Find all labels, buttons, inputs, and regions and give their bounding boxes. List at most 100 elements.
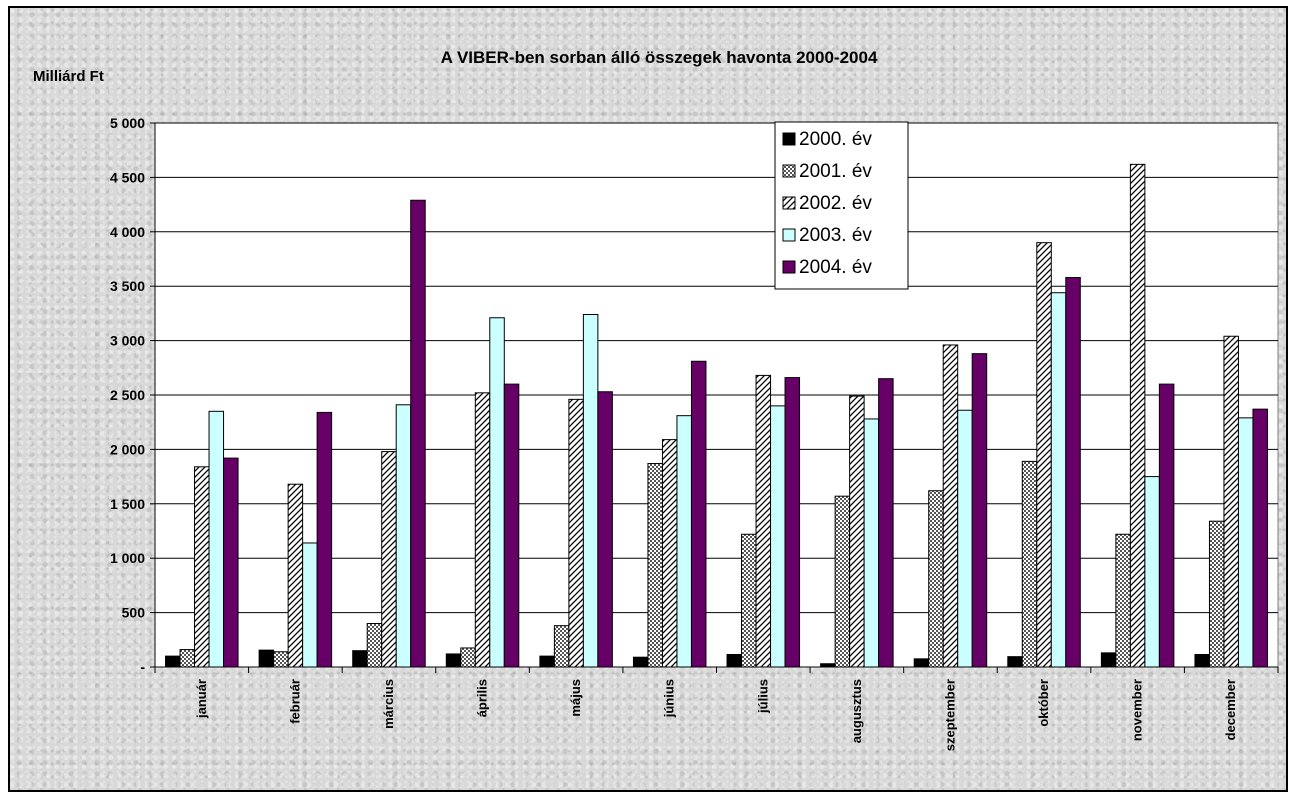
bar — [676, 415, 692, 668]
x-tick-label: május — [568, 679, 583, 717]
bar — [381, 451, 397, 668]
legend-label: 2001. év — [799, 161, 872, 182]
y-tick-label: 2 500 — [110, 387, 145, 403]
legend-swatch — [782, 228, 796, 242]
legend-swatch — [782, 164, 796, 178]
legend-label: 2004. év — [799, 257, 872, 278]
x-axis-labels: január február március április május június jú… — [194, 679, 1238, 751]
y-axis-ticks: - 500 1 000 1 500 2 000 2 500 3 000 3 500 4 000 4… — [110, 115, 155, 675]
bar — [1115, 533, 1131, 668]
x-tick-label: március — [381, 679, 396, 729]
bar — [302, 542, 318, 668]
bar — [316, 411, 333, 668]
bar — [784, 377, 801, 668]
x-tick-label: április — [475, 679, 490, 717]
bar — [474, 392, 491, 668]
legend-label: 2000. év — [799, 129, 872, 150]
bar — [878, 378, 894, 668]
y-tick-label: 5 000 — [110, 115, 145, 131]
bar — [849, 395, 865, 668]
bar — [632, 656, 649, 668]
bar — [863, 418, 880, 668]
y-tick-label: 1 000 — [110, 550, 145, 566]
bar — [690, 360, 707, 668]
y-tick-label: 4 000 — [110, 224, 145, 240]
bar — [1065, 276, 1081, 668]
y-tick-label: 3 500 — [110, 278, 145, 294]
x-axis — [154, 123, 1279, 673]
legend-swatch — [782, 196, 796, 210]
bar — [287, 483, 304, 668]
x-tick-label: július — [755, 679, 770, 714]
grid-lines — [155, 122, 1278, 614]
bar — [1144, 476, 1160, 668]
y-tick-label: 3 000 — [110, 333, 145, 349]
bar — [194, 466, 210, 668]
x-tick-label: január — [194, 679, 209, 719]
bar — [957, 409, 973, 668]
y-tick-label: 500 — [122, 605, 146, 621]
bar — [395, 404, 412, 668]
x-tick-label: október — [1036, 679, 1051, 727]
x-tick-label: augusztus — [849, 679, 864, 743]
bar — [352, 650, 368, 668]
legend-box — [774, 121, 909, 290]
y-tick-label: 4 500 — [110, 169, 145, 185]
bar — [582, 313, 599, 668]
bar — [834, 495, 851, 668]
bar — [208, 410, 225, 668]
bar — [1252, 408, 1268, 668]
bar — [770, 405, 786, 668]
bar — [273, 651, 289, 668]
bar — [1129, 163, 1146, 668]
x-tick-label: december — [1223, 679, 1238, 740]
bar — [258, 649, 275, 668]
y-tick-label: 2 000 — [110, 441, 145, 457]
bar — [1194, 653, 1210, 668]
bar — [928, 490, 944, 668]
bar — [165, 655, 181, 668]
bar — [1223, 335, 1239, 668]
x-tick-label: június — [662, 679, 677, 718]
bar — [971, 353, 988, 668]
bar — [1050, 292, 1067, 668]
chart-title: A VIBER-ben sorban álló összegek havonta… — [441, 48, 878, 67]
bar — [223, 457, 239, 668]
bar — [726, 653, 743, 668]
bar — [460, 647, 476, 668]
bar — [1100, 652, 1117, 668]
y-tick-label: 1 500 — [110, 496, 145, 512]
bar — [179, 649, 196, 668]
bar — [755, 374, 772, 668]
bar — [1237, 417, 1254, 668]
bar — [445, 653, 462, 668]
x-tick-label: szeptember — [942, 679, 957, 751]
bar — [1021, 460, 1038, 668]
bar — [913, 658, 930, 668]
x-tick-label: február — [287, 679, 302, 724]
bars — [165, 163, 1268, 668]
chart-frame: A VIBER-ben sorban álló összegek havonta… — [8, 6, 1288, 792]
bar — [553, 625, 570, 668]
bar — [410, 199, 426, 668]
bar — [1208, 520, 1225, 668]
bar — [1007, 656, 1023, 668]
y-axis-label: Milliárd Ft — [33, 68, 104, 85]
bar — [366, 622, 383, 668]
bar — [1158, 383, 1175, 668]
bar — [1036, 242, 1052, 668]
bar — [741, 533, 757, 668]
bar — [503, 383, 520, 668]
bar — [661, 439, 678, 668]
bar — [539, 655, 555, 668]
legend-label: 2002. év — [799, 193, 872, 214]
legend-label: 2003. év — [799, 225, 872, 246]
bar — [489, 317, 505, 668]
bar-chart: A VIBER-ben sorban álló összegek havonta… — [33, 48, 1279, 751]
bar — [568, 398, 584, 668]
bar — [942, 344, 959, 668]
legend-swatch — [782, 132, 796, 146]
bar — [597, 391, 613, 668]
y-tick-label: - — [140, 659, 145, 675]
bar — [647, 463, 663, 668]
